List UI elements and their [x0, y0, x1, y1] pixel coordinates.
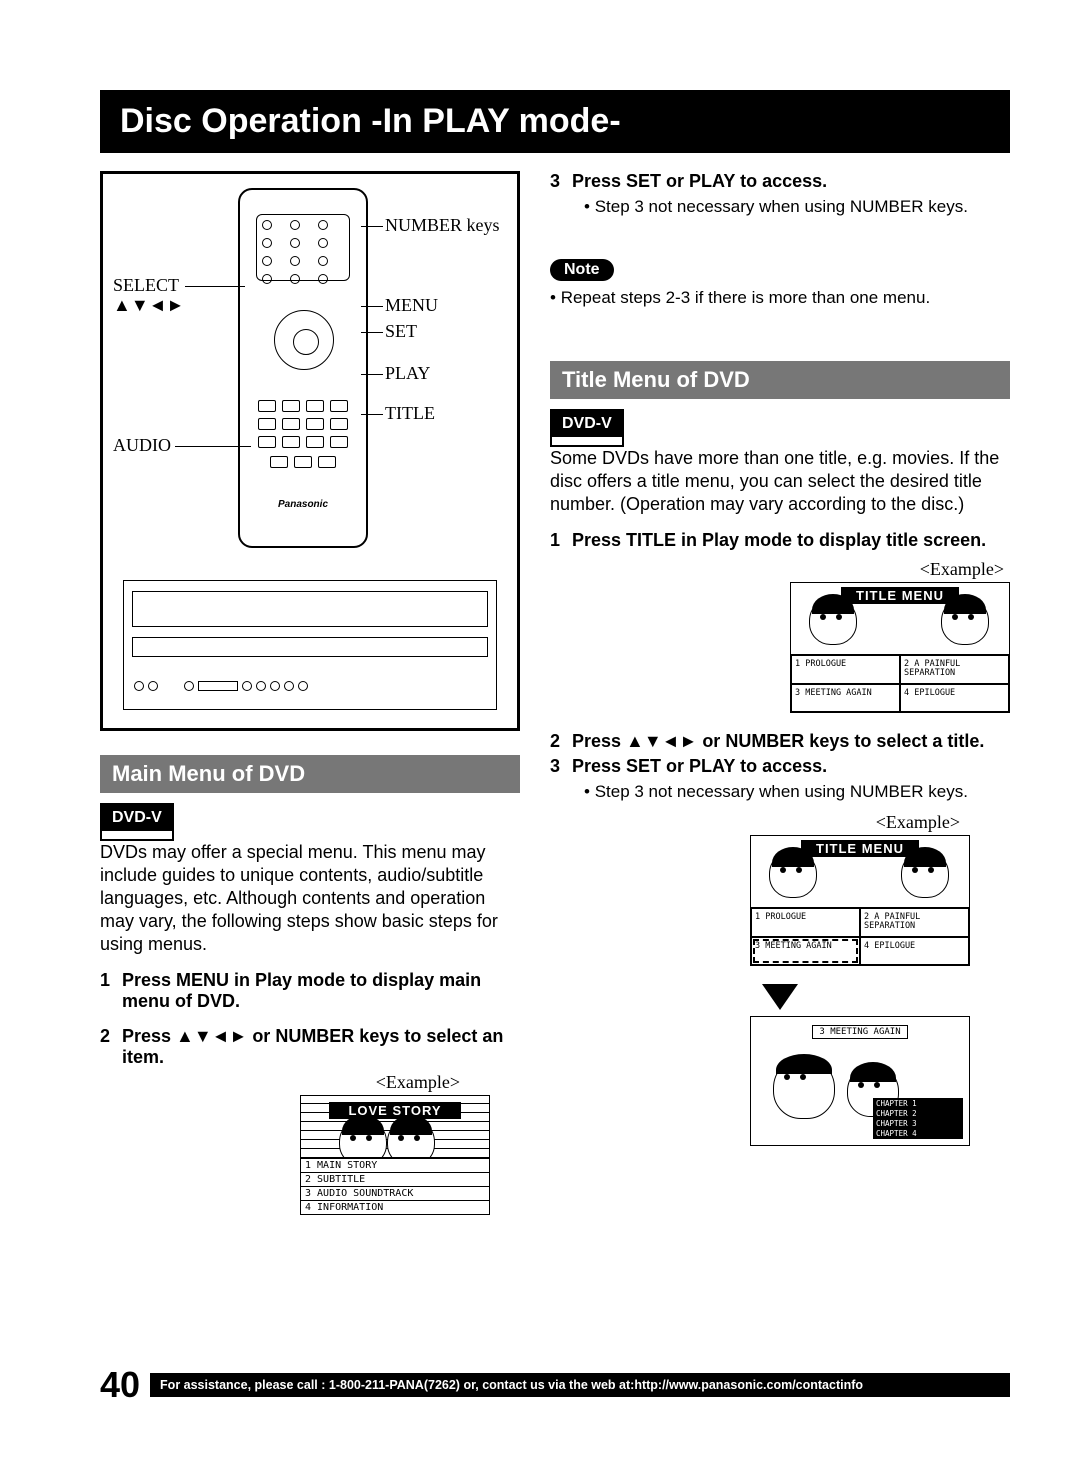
title-menu-example-1: TITLE MENU 1 PROLOGUE 2 A PAINFUL SEPARA…: [790, 582, 1010, 713]
title-step-3-note: • Step 3 not necessary when using NUMBER…: [584, 781, 1010, 802]
title-ex2-label: <Example>: [550, 812, 960, 833]
dvd-v-badge-2: DVD-V: [550, 409, 624, 447]
brand-label: Panasonic: [240, 499, 366, 510]
right-step-3-note: • Step 3 not necessary when using NUMBER…: [584, 196, 1010, 217]
callout-set: SET: [385, 322, 417, 342]
title-menu-heading: Title Menu of DVD: [550, 361, 1010, 399]
main-step-1: 1 Press MENU in Play mode to display mai…: [100, 970, 520, 1012]
number-keypad: [262, 220, 336, 288]
main-menu-intro: DVDs may offer a special menu. This menu…: [100, 841, 520, 956]
remote-diagram: Panasonic SELECT ▲▼◄► AUDIO NUMBER keys …: [100, 171, 520, 731]
page-footer: 40 For assistance, please call : 1-800-2…: [100, 1364, 1010, 1406]
footer-text: For assistance, please call : 1-800-211-…: [150, 1373, 1010, 1397]
control-buttons: [258, 400, 348, 474]
note-text: • Repeat steps 2-3 if there is more than…: [550, 287, 1010, 309]
example-label: <Example>: [100, 1072, 460, 1093]
callout-number: NUMBER keys: [385, 216, 500, 236]
title-step-3: 3 Press SET or PLAY to access.: [550, 756, 1010, 777]
callout-menu: MENU: [385, 296, 438, 316]
chapter-list: CHAPTER 1 CHAPTER 2 CHAPTER 3 CHAPTER 4: [873, 1098, 963, 1139]
nav-pad: [274, 310, 334, 370]
player-outline: [123, 580, 497, 710]
title-step-2: 2 Press ▲▼◄► or NUMBER keys to select a …: [550, 731, 1010, 752]
main-menu-heading: Main Menu of DVD: [100, 755, 520, 793]
title-menu-intro: Some DVDs have more than one title, e.g.…: [550, 447, 1010, 516]
title-step-1: 1 Press TITLE in Play mode to display ti…: [550, 530, 1010, 551]
remote-outline: Panasonic: [238, 188, 368, 548]
dvd-v-badge: DVD-V: [100, 803, 174, 841]
example-title: LOVE STORY: [329, 1102, 461, 1119]
callout-select: SELECT ▲▼◄►: [113, 276, 184, 316]
right-step-3: 3 Press SET or PLAY to access.: [550, 171, 1010, 192]
example-menu-list: 1 MAIN STORY 2 SUBTITLE 3 AUDIO SOUNDTRA…: [301, 1158, 489, 1214]
main-step-2: 2 Press ▲▼◄► or NUMBER keys to select an…: [100, 1026, 520, 1068]
chapter-example: 3 MEETING AGAIN CHAPTER 1 CHAPTER 2 CHAP…: [750, 1016, 970, 1146]
title-ex1-label: <Example>: [790, 559, 1004, 580]
callout-title: TITLE: [385, 404, 435, 424]
callout-play: PLAY: [385, 364, 430, 384]
callout-audio: AUDIO: [113, 436, 171, 456]
down-arrow-icon: [762, 984, 798, 1010]
page-title: Disc Operation -In PLAY mode-: [100, 90, 1010, 153]
note-badge: Note: [550, 259, 614, 281]
page-number: 40: [100, 1364, 140, 1406]
love-story-example: LOVE STORY 1 MAIN STORY 2 SUBTITLE 3 AUD…: [300, 1095, 490, 1215]
title-menu-example-2: TITLE MENU 1 PROLOGUE 2 A PAINFUL SEPARA…: [750, 835, 970, 966]
